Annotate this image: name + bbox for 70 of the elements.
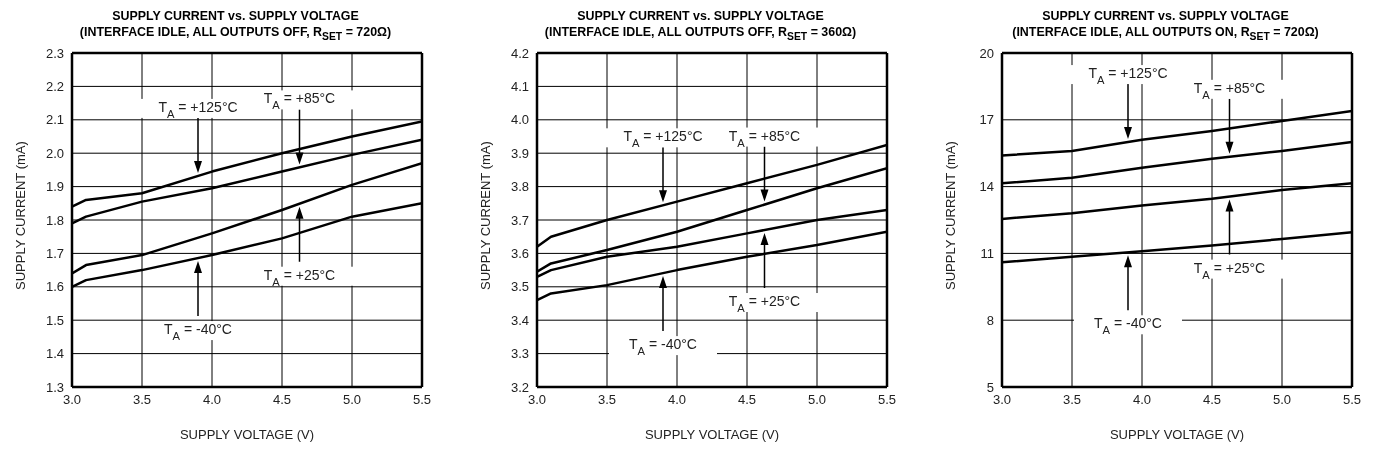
y-tick-label: 3.7 bbox=[510, 212, 529, 228]
y-tick-label: 1.7 bbox=[45, 245, 64, 261]
y-tick-label: 1.8 bbox=[45, 212, 64, 228]
y-tick-label: 3.8 bbox=[510, 178, 529, 194]
x-tick-label: 3.0 bbox=[992, 391, 1012, 407]
annotation: T$_{A}$ = +25°C bbox=[263, 266, 336, 288]
chart-subtitle: (INTERFACE IDLE, ALL OUTPUTS OFF, R$_{SET}$ = 720Ω) bbox=[78, 24, 393, 44]
y-tick-label: 3.4 bbox=[510, 312, 529, 328]
chart-subtitle: (INTERFACE IDLE, ALL OUTPUTS ON, R$_{SET}$ = 720Ω) bbox=[1011, 24, 1320, 44]
x-tick-label: 5.5 bbox=[877, 391, 897, 407]
chart-title: SUPPLY CURRENT vs. SUPPLY VOLTAGE bbox=[111, 8, 360, 24]
x-tick-label: 3.0 bbox=[527, 391, 547, 407]
annotation: T$_{A}$ = +85°C bbox=[1193, 79, 1266, 101]
x-tick-label: 3.0 bbox=[62, 391, 82, 407]
x-axis-title: SUPPLY VOLTAGE (V) bbox=[1109, 426, 1245, 442]
y-tick-label: 20 bbox=[979, 45, 994, 61]
y-tick-label: 1.5 bbox=[45, 312, 64, 328]
y-axis-title: SUPPLY CURRENT (mA) bbox=[12, 140, 28, 290]
annotation: T$_{A}$ = -40°C bbox=[1094, 314, 1162, 336]
y-tick-label: 1.6 bbox=[45, 279, 64, 295]
y-tick-label: 1.3 bbox=[45, 379, 64, 395]
y-tick-label: 2.3 bbox=[45, 45, 64, 61]
annotation: T$_{A}$ = +25°C bbox=[728, 292, 801, 314]
x-tick-label: 4.5 bbox=[272, 391, 292, 407]
y-tick-label: 11 bbox=[980, 245, 994, 261]
x-tick-label: 3.5 bbox=[132, 391, 152, 407]
x-tick-label: 3.5 bbox=[1062, 391, 1082, 407]
x-tick-label: 4.0 bbox=[1132, 391, 1152, 407]
annotation: T$_{A}$ = -40°C bbox=[629, 335, 697, 357]
x-tick-label: 5.0 bbox=[807, 391, 827, 407]
annotation: T$_{A}$ = -40°C bbox=[164, 320, 232, 342]
chart-title: SUPPLY CURRENT vs. SUPPLY VOLTAGE bbox=[1041, 8, 1290, 24]
y-tick-label: 2.1 bbox=[45, 112, 64, 128]
y-tick-label: 3.3 bbox=[510, 345, 529, 361]
y-tick-label: 2.2 bbox=[45, 78, 64, 94]
annotation: T$_{A}$ = +125°C bbox=[158, 98, 238, 120]
x-tick-label: 5.0 bbox=[342, 391, 362, 407]
y-axis-title: SUPPLY CURRENT (mA) bbox=[942, 140, 958, 290]
x-tick-label: 4.5 bbox=[737, 391, 757, 407]
y-tick-label: 3.2 bbox=[510, 379, 529, 395]
y-tick-label: 5 bbox=[986, 379, 994, 395]
x-tick-label: 5.5 bbox=[1342, 391, 1362, 407]
y-tick-label: 3.5 bbox=[510, 279, 529, 295]
chart-title: SUPPLY CURRENT vs. SUPPLY VOLTAGE bbox=[576, 8, 825, 24]
annotation: T$_{A}$ = +25°C bbox=[1193, 259, 1266, 281]
y-axis-title: SUPPLY CURRENT (mA) bbox=[477, 140, 493, 290]
annotation: T$_{A}$ = +125°C bbox=[1088, 64, 1168, 86]
y-tick-label: 4.2 bbox=[510, 45, 529, 61]
y-tick-label: 14 bbox=[979, 178, 994, 194]
x-axis-title: SUPPLY VOLTAGE (V) bbox=[644, 426, 780, 442]
annotation: T$_{A}$ = +85°C bbox=[728, 127, 801, 149]
y-tick-label: 3.6 bbox=[510, 245, 529, 261]
y-tick-label: 1.9 bbox=[45, 178, 64, 194]
y-tick-label: 2.0 bbox=[45, 145, 64, 161]
x-tick-label: 4.0 bbox=[202, 391, 222, 407]
x-tick-label: 5.0 bbox=[1272, 391, 1292, 407]
x-tick-label: 3.5 bbox=[597, 391, 617, 407]
annotation: T$_{A}$ = +85°C bbox=[263, 90, 336, 112]
y-tick-label: 17 bbox=[979, 112, 994, 128]
y-tick-label: 1.4 bbox=[45, 345, 64, 361]
x-tick-label: 5.5 bbox=[412, 391, 432, 407]
x-tick-label: 4.5 bbox=[1202, 391, 1222, 407]
y-tick-label: 8 bbox=[986, 312, 994, 328]
annotation: T$_{A}$ = +125°C bbox=[623, 127, 703, 149]
x-axis-title: SUPPLY VOLTAGE (V) bbox=[179, 426, 315, 442]
chart-subtitle: (INTERFACE IDLE, ALL OUTPUTS OFF, R$_{SET}$ = 360Ω) bbox=[543, 24, 858, 44]
y-tick-label: 3.9 bbox=[510, 145, 529, 161]
y-tick-label: 4.1 bbox=[510, 78, 529, 94]
y-tick-label: 4.0 bbox=[510, 112, 529, 128]
x-tick-label: 4.0 bbox=[667, 391, 687, 407]
